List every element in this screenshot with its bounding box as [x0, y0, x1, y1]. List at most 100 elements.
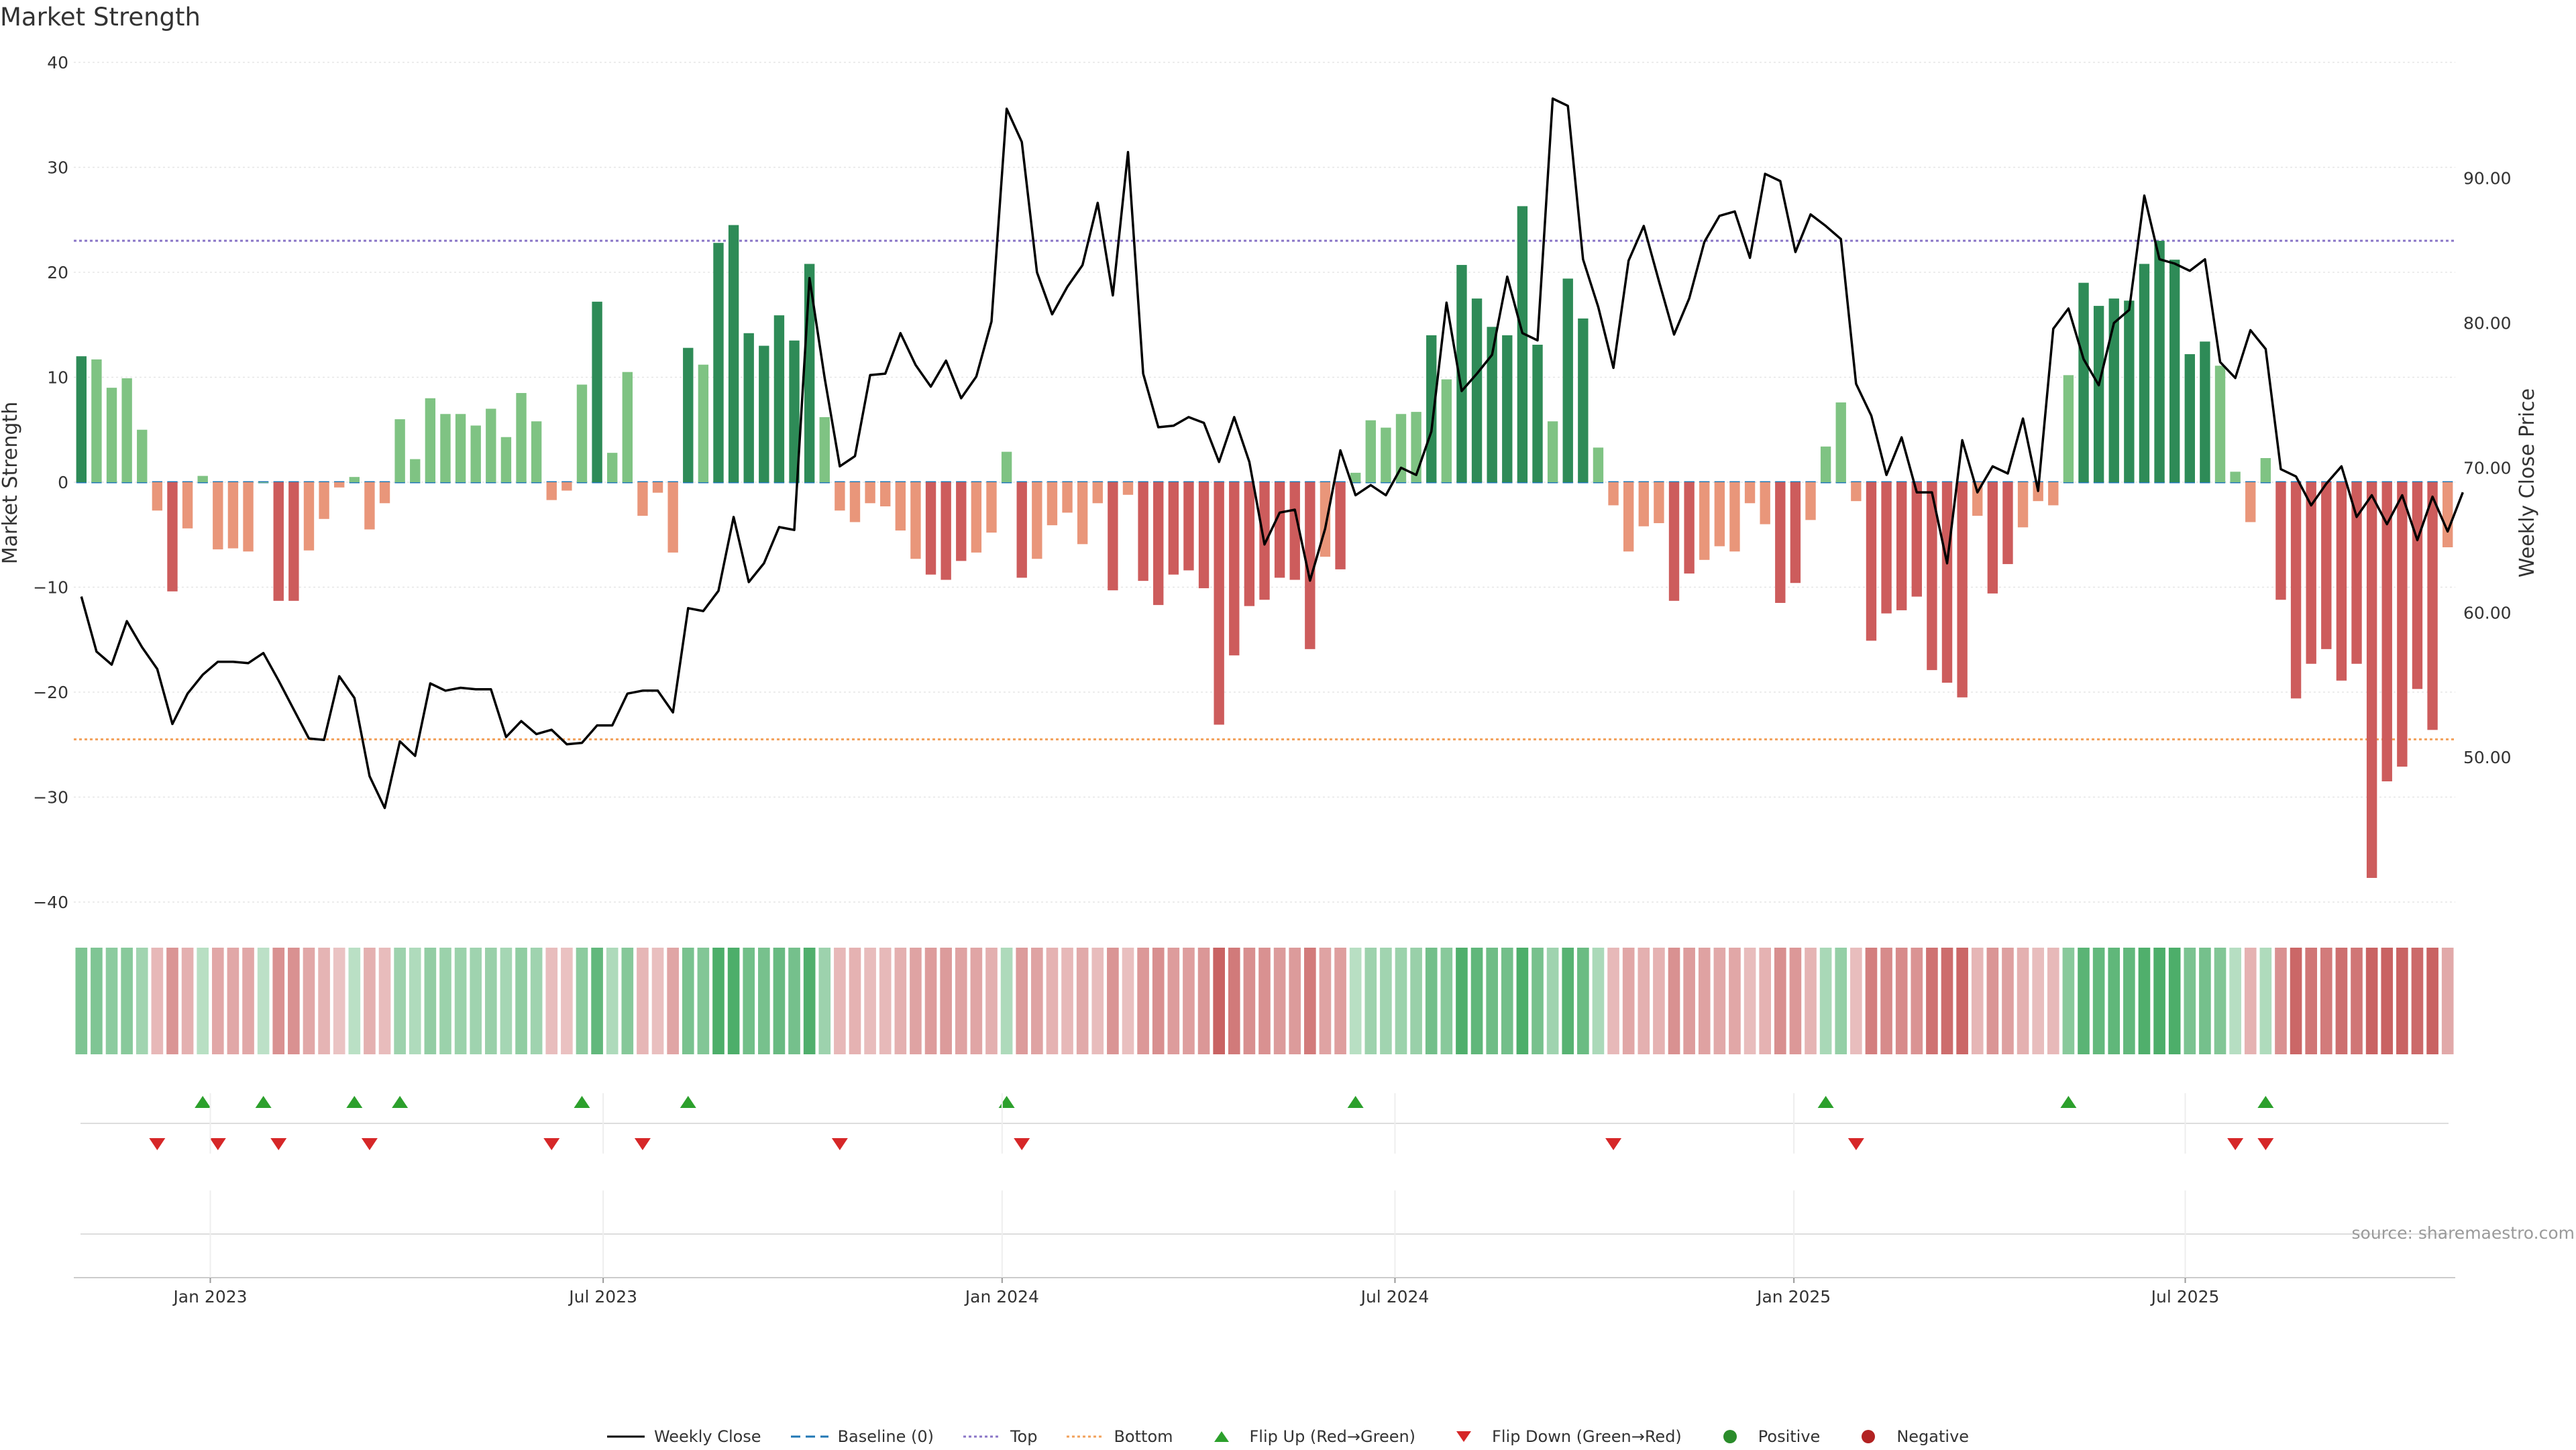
axis-ticks: 40 30 20 10 0 −10 −20 −30 −40 90.00 80.00 70.00 60.0…: [33, 53, 2511, 912]
heat-cell: [1046, 948, 1059, 1054]
heat-cell: [1774, 948, 1786, 1054]
flip_up-swatch-mark: [1214, 1431, 1229, 1442]
strength-bar: [2306, 482, 2316, 664]
legend-label: Flip Up (Red→Green): [1249, 1427, 1416, 1446]
strength-bar: [1608, 482, 1619, 506]
strength-bar: [1957, 482, 1968, 698]
heat-cell: [1349, 948, 1362, 1054]
heat-cell: [1016, 948, 1028, 1054]
legend-label: Negative: [1896, 1427, 1970, 1446]
heat-cell: [1425, 948, 1438, 1054]
heat-cell: [1865, 948, 1878, 1054]
heat-cell: [1258, 948, 1271, 1054]
strength-bar: [880, 482, 891, 506]
strength-bar: [1851, 482, 1862, 502]
strength-bar: [1244, 482, 1255, 606]
flip-up-marker: [255, 1096, 272, 1108]
heat-cell: [1470, 948, 1483, 1054]
heat-cell: [1364, 948, 1377, 1054]
strength-bar: [227, 482, 239, 549]
flip-up-marker: [392, 1096, 409, 1108]
heat-cell: [940, 948, 952, 1054]
heat-cell: [2305, 948, 2318, 1054]
strength-bar: [713, 243, 724, 482]
heat-cell: [333, 948, 345, 1054]
strength-bar: [2230, 471, 2241, 482]
heat-cell: [651, 948, 664, 1054]
strength-bar: [607, 453, 618, 482]
strength-bar: [637, 482, 648, 516]
strength-bar: [334, 482, 345, 488]
strength-bar: [1911, 482, 1922, 597]
heat-cell: [1895, 948, 1908, 1054]
heat-cell: [894, 948, 907, 1054]
heat-cell: [1076, 948, 1089, 1054]
heat-cell: [515, 948, 527, 1054]
heat-cell: [1971, 948, 1984, 1054]
strength-bar: [2078, 282, 2089, 482]
strength-bar: [394, 419, 405, 482]
strength-bar: [956, 482, 967, 561]
strength-bar: [652, 482, 663, 493]
heat-cell: [303, 948, 315, 1054]
strength-bar: [1426, 335, 1437, 482]
strength-bar: [2048, 482, 2059, 506]
close-swatch: [606, 1435, 645, 1438]
legend-label: Flip Down (Green→Red): [1492, 1427, 1682, 1446]
heat-cell: [1289, 948, 1301, 1054]
y-tick-label: −30: [33, 788, 68, 807]
weekly-close-line: [80, 97, 2464, 810]
heat-cell: [1743, 948, 1756, 1054]
heat-cell: [2381, 948, 2394, 1054]
strength-bar: [1927, 482, 1937, 671]
flip-up-marker: [195, 1096, 211, 1108]
heat-cell: [2078, 948, 2090, 1054]
heat-cell: [1789, 948, 1802, 1054]
strength-bar: [2245, 482, 2256, 522]
flip-down-marker: [270, 1138, 287, 1150]
strength-bar: [182, 482, 193, 528]
strength-bar: [2002, 482, 2013, 565]
heat-cell: [1440, 948, 1453, 1054]
strength-bar: [2108, 298, 2119, 482]
heat-cell: [2426, 948, 2438, 1054]
heat-cell: [545, 948, 558, 1054]
strength-bar: [2063, 375, 2074, 482]
flip_up-swatch: [1214, 1431, 1229, 1442]
y-tick-label: −10: [33, 578, 68, 598]
flip-up-marker: [1817, 1096, 1834, 1108]
heat-cell: [364, 948, 376, 1054]
heat-cell: [2123, 948, 2135, 1054]
heat-cell: [2275, 948, 2287, 1054]
heat-cell: [667, 948, 679, 1054]
strength-bar: [303, 482, 315, 551]
heat-cell: [151, 948, 164, 1054]
y-tick-label: 10: [47, 368, 68, 388]
strength-bar: [440, 414, 451, 482]
strength-bar: [773, 315, 785, 482]
flip-down-marker: [361, 1138, 378, 1150]
heat-cell: [576, 948, 588, 1054]
heat-cell: [727, 948, 740, 1054]
strength-bar: [1547, 421, 1558, 482]
strength-bar: [516, 392, 527, 482]
heat-cell: [2290, 948, 2302, 1054]
heat-cell: [2047, 948, 2059, 1054]
negative-swatch: [1862, 1430, 1876, 1443]
y2-axis-title: Weekly Close Price: [2516, 388, 2539, 577]
heat-cell: [758, 948, 770, 1054]
bottom-swatch: [1067, 1435, 1105, 1438]
heat-cell: [2229, 948, 2241, 1054]
heat-cell: [1183, 948, 1195, 1054]
heat-cell: [1668, 948, 1680, 1054]
strength-bar: [2260, 458, 2271, 482]
strength-bar: [1502, 335, 1513, 482]
heat-cell: [561, 948, 573, 1054]
strength-bar: [1214, 482, 1224, 725]
strength-bar: [288, 482, 299, 601]
x-tick-label: Jan 2025: [1756, 1287, 1831, 1306]
heat-cell: [2062, 948, 2075, 1054]
strength-bar: [941, 482, 951, 580]
strength-bar: [197, 476, 208, 482]
heat-cell: [621, 948, 634, 1054]
